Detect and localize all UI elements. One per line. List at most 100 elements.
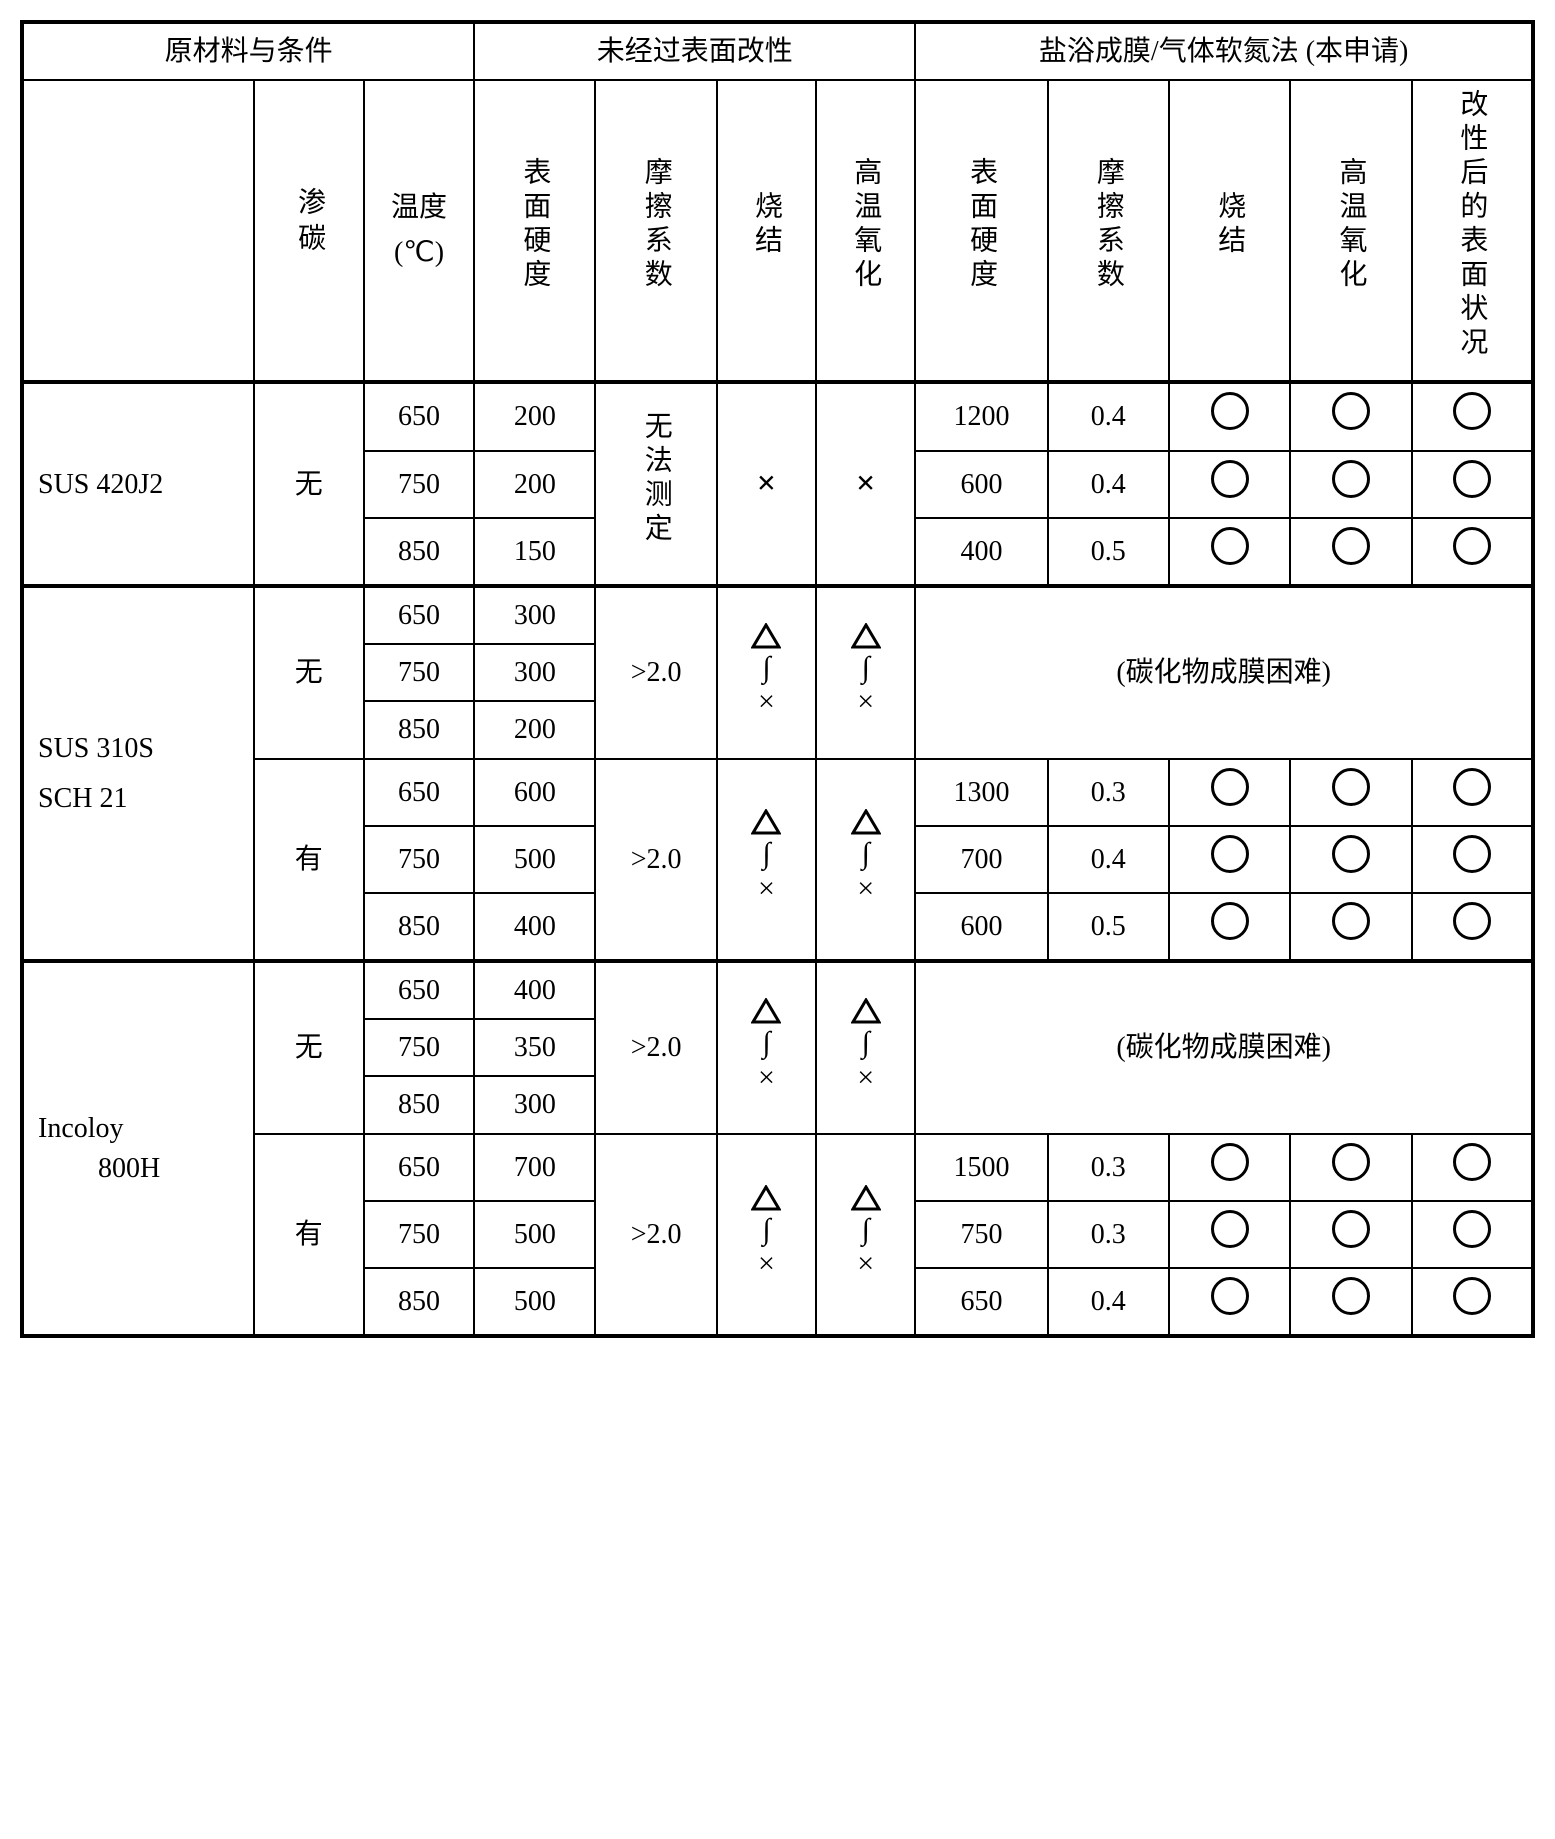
hto-incoloy-yes: ∫×	[816, 1134, 915, 1337]
hardness-cell: 500	[474, 826, 595, 893]
hto2-cell	[1290, 759, 1411, 826]
hto2-cell	[1290, 518, 1411, 586]
sinter2-cell	[1169, 893, 1290, 961]
hardness2-cell: 700	[915, 826, 1047, 893]
sinter2-cell	[1169, 1134, 1290, 1201]
carburize-sus310-no: 无	[254, 586, 364, 759]
state-cell	[1412, 1201, 1533, 1268]
sinter-sus420: ×	[717, 382, 816, 586]
temp-cell: 750	[364, 826, 474, 893]
triangle-to-x-icon: ∫×	[751, 623, 781, 720]
friction2-cell: 0.3	[1048, 1201, 1169, 1268]
state-cell	[1412, 382, 1533, 450]
carbide-difficult-2: (碳化物成膜困难)	[915, 961, 1533, 1134]
header-friction-1: 摩擦系数	[595, 80, 716, 382]
material-sus310: SUS 310S SCH 21	[22, 586, 254, 961]
hto2-cell	[1290, 893, 1411, 961]
hardness2-cell: 600	[915, 893, 1047, 961]
hto2-cell	[1290, 1201, 1411, 1268]
hardness2-cell: 400	[915, 518, 1047, 586]
temp-cell: 650	[364, 382, 474, 450]
friction2-cell: 0.3	[1048, 759, 1169, 826]
triangle-to-x-icon: ∫×	[751, 809, 781, 906]
circle-icon	[1332, 460, 1370, 498]
friction2-cell: 0.4	[1048, 826, 1169, 893]
header-group-treated: 盐浴成膜/气体软氮法 (本申请)	[915, 22, 1533, 80]
triangle-to-x-icon: ∫×	[851, 1185, 881, 1282]
circle-icon	[1332, 1277, 1370, 1315]
circle-icon	[1332, 1143, 1370, 1181]
header-blank	[22, 80, 254, 382]
sinter2-cell	[1169, 382, 1290, 450]
state-cell	[1412, 759, 1533, 826]
friction2-cell: 0.4	[1048, 382, 1169, 450]
friction-sus310-yes: >2.0	[595, 759, 716, 962]
temp-cell: 750	[364, 451, 474, 518]
hardness-cell: 300	[474, 1076, 595, 1133]
temp-cell: 850	[364, 893, 474, 961]
carburize-sus420: 无	[254, 382, 364, 586]
temp-cell: 850	[364, 1076, 474, 1133]
state-cell	[1412, 1134, 1533, 1201]
temp-cell: 850	[364, 701, 474, 758]
header-surface-state: 改性后的表面状况	[1412, 80, 1533, 382]
state-cell	[1412, 451, 1533, 518]
header-group-materials: 原材料与条件	[22, 22, 474, 80]
header-surface-hardness-2: 表面硬度	[915, 80, 1047, 382]
hardness-cell: 700	[474, 1134, 595, 1201]
sinter-incoloy-no: ∫×	[717, 961, 816, 1134]
triangle-to-x-icon: ∫×	[851, 809, 881, 906]
temp-cell: 650	[364, 759, 474, 826]
circle-icon	[1453, 1210, 1491, 1248]
hardness-cell: 500	[474, 1268, 595, 1336]
hardness-cell: 200	[474, 382, 595, 450]
sinter2-cell	[1169, 518, 1290, 586]
hto-sus310-yes: ∫×	[816, 759, 915, 962]
material-incoloy: Incoloy 800H	[22, 961, 254, 1336]
temp-cell: 650	[364, 1134, 474, 1201]
circle-icon	[1453, 392, 1491, 430]
circle-icon	[1332, 902, 1370, 940]
circle-icon	[1453, 460, 1491, 498]
header-hto-2: 高温氧化	[1290, 80, 1411, 382]
state-cell	[1412, 518, 1533, 586]
circle-icon	[1332, 835, 1370, 873]
temp-cell: 750	[364, 644, 474, 701]
temp-cell: 650	[364, 961, 474, 1019]
circle-icon	[1453, 1277, 1491, 1315]
temp-cell: 650	[364, 586, 474, 644]
friction-incoloy-yes: >2.0	[595, 1134, 716, 1337]
header-hto-1: 高温氧化	[816, 80, 915, 382]
circle-icon	[1453, 768, 1491, 806]
hardness2-cell: 1300	[915, 759, 1047, 826]
circle-icon	[1332, 392, 1370, 430]
state-cell	[1412, 1268, 1533, 1336]
header-temperature: 温度(℃)	[364, 80, 474, 382]
circle-icon	[1453, 1143, 1491, 1181]
hardness-cell: 300	[474, 644, 595, 701]
hardness-cell: 400	[474, 961, 595, 1019]
sinter2-cell	[1169, 451, 1290, 518]
material-sus420: SUS 420J2	[22, 382, 254, 586]
circle-icon	[1211, 460, 1249, 498]
circle-icon	[1453, 902, 1491, 940]
header-carburize: 渗碳	[254, 80, 364, 382]
hardness-cell: 600	[474, 759, 595, 826]
circle-icon	[1211, 1210, 1249, 1248]
hardness2-cell: 1500	[915, 1134, 1047, 1201]
carburize-sus310-yes: 有	[254, 759, 364, 962]
friction2-cell: 0.3	[1048, 1134, 1169, 1201]
hto2-cell	[1290, 826, 1411, 893]
hardness2-cell: 1200	[915, 382, 1047, 450]
triangle-to-x-icon: ∫×	[751, 998, 781, 1095]
hardness-cell: 500	[474, 1201, 595, 1268]
header-group-untreated: 未经过表面改性	[474, 22, 915, 80]
sinter2-cell	[1169, 759, 1290, 826]
sinter-incoloy-yes: ∫×	[717, 1134, 816, 1337]
friction-incoloy-no: >2.0	[595, 961, 716, 1134]
circle-icon	[1211, 1277, 1249, 1315]
carburize-incoloy-yes: 有	[254, 1134, 364, 1337]
temp-cell: 850	[364, 518, 474, 586]
hardness-cell: 350	[474, 1019, 595, 1076]
friction2-cell: 0.5	[1048, 518, 1169, 586]
